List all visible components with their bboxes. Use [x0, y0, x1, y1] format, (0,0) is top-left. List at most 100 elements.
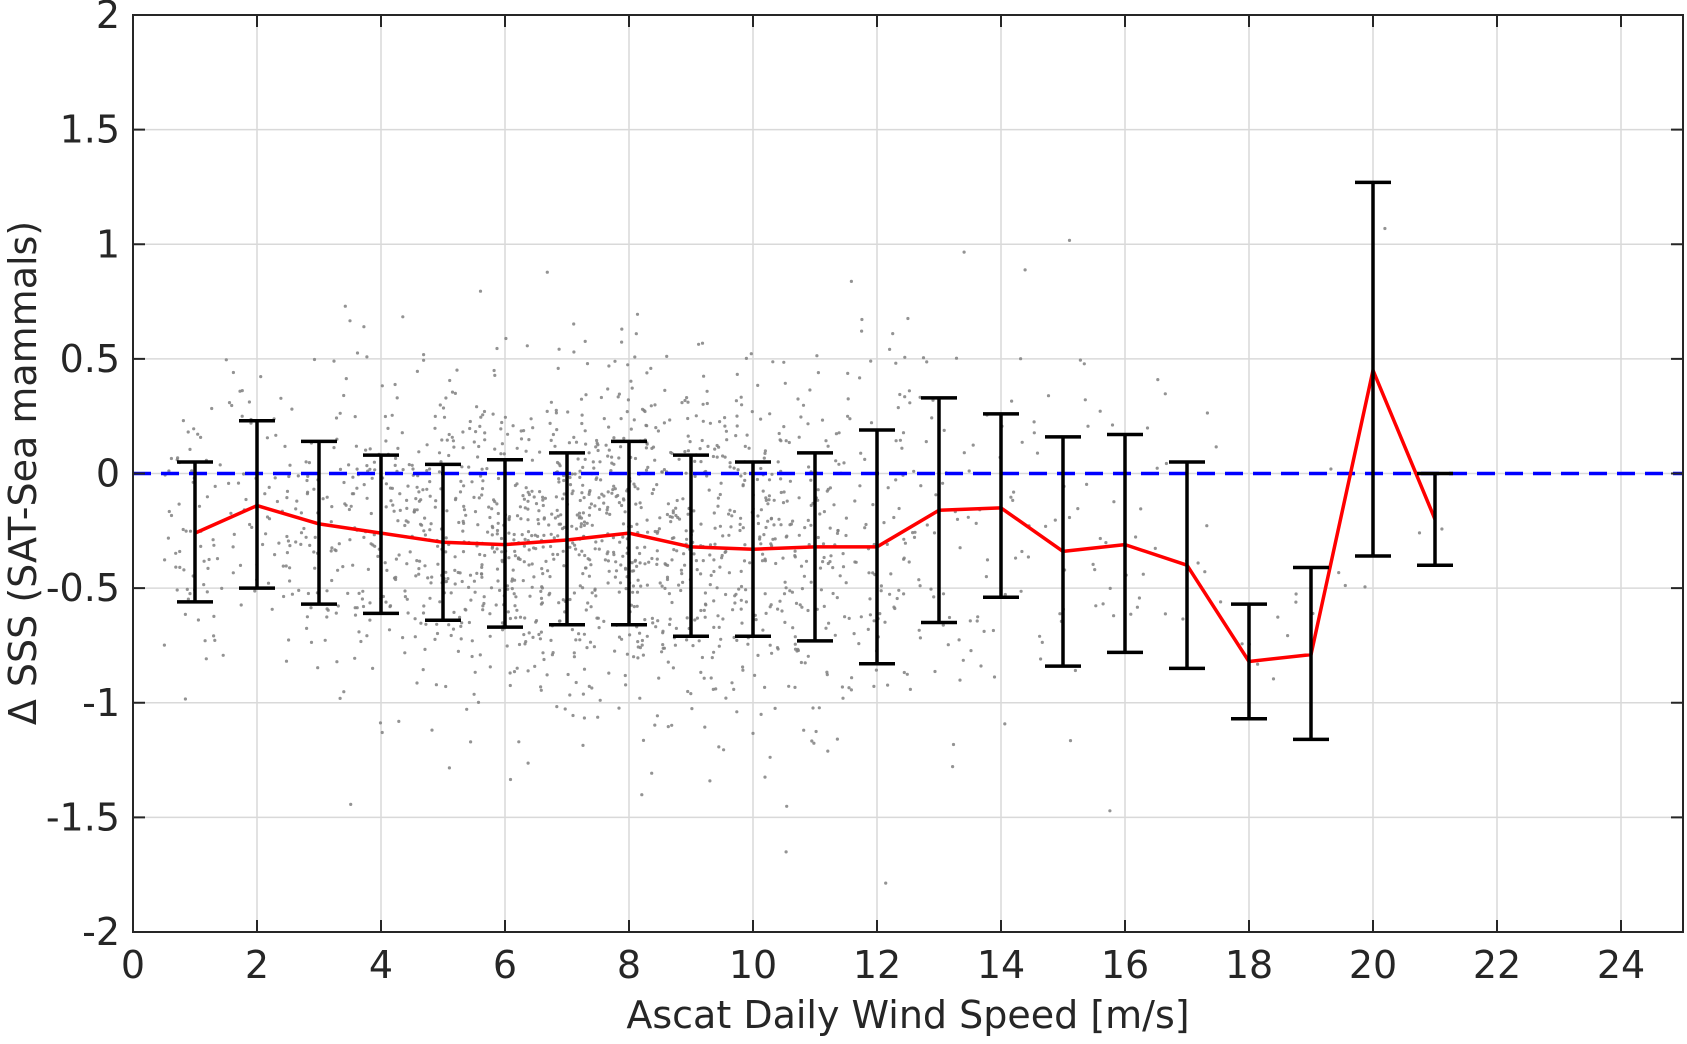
scatter-point: [436, 544, 440, 548]
scatter-point: [403, 651, 407, 655]
scatter-point: [353, 656, 357, 660]
scatter-point: [785, 804, 789, 808]
scatter-point: [605, 552, 609, 556]
scatter-point: [512, 670, 517, 674]
scatter-point: [701, 559, 705, 563]
scatter-point: [768, 412, 772, 416]
scatter-point: [1276, 615, 1280, 619]
scatter-point: [435, 622, 439, 626]
scatter-point: [461, 519, 465, 524]
scatter-point: [587, 684, 591, 689]
scatter-point: [394, 557, 398, 561]
scatter-point: [974, 521, 978, 526]
scatter-point: [199, 544, 203, 549]
scatter-point: [288, 544, 292, 548]
scatter-point: [571, 489, 575, 493]
scatter-point: [767, 498, 771, 502]
scatter-point: [763, 592, 767, 596]
scatter-point: [962, 250, 966, 254]
scatter-point: [903, 355, 907, 359]
scatter-point: [727, 571, 732, 575]
scatter-point: [390, 413, 394, 417]
scatter-point: [769, 603, 773, 607]
scatter-point: [703, 591, 708, 595]
scatter-point: [590, 686, 594, 690]
scatter-point: [578, 469, 582, 473]
scatter-point: [349, 802, 353, 807]
scatter-point: [778, 599, 782, 603]
scatter-point: [638, 551, 642, 556]
scatter-point: [782, 592, 787, 596]
scatter-point: [650, 616, 655, 621]
scatter-point: [596, 616, 600, 620]
scatter-point: [699, 522, 703, 526]
scatter-point: [684, 471, 688, 475]
scatter-point: [287, 474, 291, 479]
scatter-point: [784, 535, 788, 539]
scatter-point: [417, 499, 421, 503]
scatter-point: [809, 580, 813, 584]
scatter-point: [705, 389, 709, 393]
scatter-point: [425, 487, 429, 491]
scatter-point: [892, 515, 896, 520]
scatter-point: [306, 474, 310, 478]
scatter-point: [760, 559, 765, 563]
scatter-point: [424, 622, 428, 626]
scatter-point: [738, 522, 742, 527]
scatter-point: [451, 627, 456, 631]
scatter-point: [610, 455, 614, 459]
scatter-point: [602, 501, 606, 505]
scatter-point: [1363, 585, 1367, 589]
errorbar: [177, 460, 213, 604]
scatter-point: [362, 325, 366, 329]
scatter-point: [720, 553, 724, 558]
scatter-point: [636, 640, 640, 644]
scatter-point: [506, 587, 510, 591]
scatter-point: [846, 397, 850, 401]
scatter-point: [182, 568, 186, 572]
scatter-point: [458, 615, 462, 619]
scatter-point: [410, 463, 414, 467]
scatter-point: [800, 587, 805, 591]
scatter-point: [277, 541, 281, 545]
x-axis-title: Ascat Daily Wind Speed [m/s]: [626, 993, 1189, 1037]
scatter-point: [426, 576, 430, 580]
scatter-point: [496, 521, 500, 525]
scatter-point: [713, 447, 717, 451]
scatter-point: [699, 460, 703, 464]
scatter-point: [562, 564, 566, 568]
scatter-point: [723, 455, 727, 459]
scatter-point: [548, 575, 552, 579]
scatter-point: [732, 687, 736, 692]
scatter-point: [514, 616, 518, 620]
scatter-point: [283, 444, 287, 448]
scatter-point: [1053, 518, 1057, 522]
scatter-point: [699, 572, 703, 576]
scatter-point: [266, 581, 271, 585]
scatter-point: [526, 669, 530, 673]
scatter-point: [422, 529, 426, 533]
scatter-point: [526, 499, 530, 503]
scatter-point: [500, 560, 504, 564]
scatter-point: [450, 390, 455, 394]
scatter-point: [527, 631, 531, 635]
scatter-point: [520, 533, 524, 537]
scatter-point: [525, 344, 529, 348]
scatter-point: [220, 586, 224, 591]
scatter-point: [232, 532, 236, 537]
scatter-point: [567, 441, 572, 445]
scatter-point: [602, 417, 606, 421]
scatter-point: [716, 496, 721, 500]
scatter-point: [844, 581, 848, 585]
scatter-point: [638, 561, 642, 565]
scatter-point: [665, 577, 670, 582]
scatter-point: [522, 633, 526, 637]
scatter-point: [295, 499, 299, 503]
scatter-point: [656, 429, 661, 433]
scatter-point: [190, 469, 194, 473]
scatter-point: [787, 684, 791, 688]
scatter-point: [534, 619, 539, 623]
scatter-point: [606, 505, 610, 509]
scatter-point: [436, 562, 440, 566]
scatter-point: [747, 446, 751, 450]
